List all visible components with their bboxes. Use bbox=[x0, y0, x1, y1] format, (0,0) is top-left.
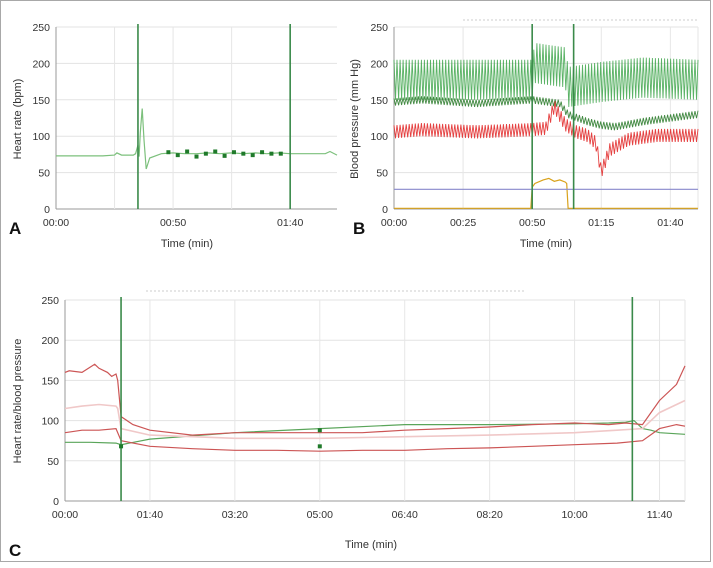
panel-b-y-tick-label: 150 bbox=[370, 95, 388, 107]
panel-a-markers bbox=[166, 149, 283, 159]
panel-b-y-tick-label: 250 bbox=[370, 22, 388, 34]
panel-c-y-tick-label: 50 bbox=[47, 456, 59, 468]
panel-a-marker-point bbox=[166, 150, 171, 155]
panel-a-marker-point bbox=[269, 151, 274, 156]
panel-a-y-tick-label: 200 bbox=[32, 58, 50, 70]
panel-a-series bbox=[56, 108, 338, 170]
panel-c-x-axis-title: Time (min) bbox=[345, 539, 397, 551]
panel-a-y-tick-label: 50 bbox=[38, 168, 50, 180]
panel-c-y-tick-label: 200 bbox=[41, 335, 59, 347]
panel-a-x-ticks: 00:00 00:50 01:40 bbox=[43, 217, 304, 229]
panel-b-series-flow bbox=[394, 177, 698, 209]
panel-c-x-tick-label: 03:20 bbox=[222, 509, 248, 521]
panel-b-series-systolic bbox=[393, 43, 699, 108]
panel-a-gridlines bbox=[55, 26, 337, 210]
panel-c-y-tick-label: 0 bbox=[53, 496, 59, 508]
panel-c-markers bbox=[119, 428, 322, 449]
panel-a-marker-point bbox=[241, 151, 246, 156]
panel-c-series-diastolic bbox=[64, 423, 686, 452]
panel-b-x-tick-label: 01:40 bbox=[657, 217, 683, 229]
panel-b-y-tick-label: 0 bbox=[382, 204, 388, 216]
panel-a-marker-point bbox=[250, 153, 255, 158]
panel-a-marker-point bbox=[185, 149, 190, 154]
panel-c-series-systolic bbox=[64, 363, 686, 436]
panel-a-y-tick-label: 0 bbox=[44, 204, 50, 216]
panel-c-x-ticks: 00:00 01:40 03:20 05:00 06:40 08:20 10:00 11:40 bbox=[52, 509, 673, 521]
panel-a-marker-point bbox=[213, 149, 218, 154]
panel-b-series-diastolic bbox=[393, 101, 699, 176]
panel-b-y-tick-label: 200 bbox=[370, 58, 388, 70]
panel-b-y-ticks: 0 50 100 150 200 250 bbox=[370, 22, 388, 216]
panel-a-y-ticks: 0 50 100 150 200 250 bbox=[32, 22, 50, 216]
panel-a-y-tick-label: 100 bbox=[32, 131, 50, 143]
panel-c: C Heart rate/blood pressure Time (min) 0… bbox=[9, 290, 686, 560]
panel-a-marker-point bbox=[194, 154, 199, 159]
panel-label-a: A bbox=[9, 219, 21, 238]
panel-c-marker-point bbox=[317, 444, 322, 449]
panel-c-series-heart-rate bbox=[65, 419, 686, 446]
panel-b-series-mean bbox=[393, 96, 699, 131]
panel-a-marker-point bbox=[231, 150, 236, 155]
panel-c-x-tick-label: 11:40 bbox=[647, 509, 673, 521]
panel-c-x-tick-label: 08:20 bbox=[477, 509, 503, 521]
panel-a-marker-point bbox=[203, 151, 208, 156]
panel-b-x-tick-label: 00:50 bbox=[519, 217, 545, 229]
panel-c-y-axis-title: Heart rate/blood pressure bbox=[12, 339, 24, 464]
panel-label-b: B bbox=[353, 219, 365, 238]
panel-c-x-tick-label: 00:00 bbox=[52, 509, 78, 521]
panel-a-series-heart-rate bbox=[56, 108, 338, 170]
panel-c-marker-point bbox=[317, 428, 322, 433]
panel-c-series-mean bbox=[64, 399, 686, 440]
panel-label-c: C bbox=[9, 541, 21, 560]
panel-a-x-tick-label: 00:50 bbox=[160, 217, 186, 229]
panel-c-series bbox=[64, 363, 686, 452]
panel-a-marker-point bbox=[222, 153, 227, 158]
panel-a-y-axis-title: Heart rate (bpm) bbox=[12, 79, 24, 160]
panel-b-y-tick-label: 50 bbox=[376, 168, 388, 180]
panel-b-x-tick-label: 00:00 bbox=[381, 217, 407, 229]
panel-c-x-tick-label: 05:00 bbox=[307, 509, 333, 521]
panel-b-events bbox=[531, 24, 575, 209]
panel-a-x-tick-label: 01:40 bbox=[277, 217, 303, 229]
panel-b-x-tick-label: 00:25 bbox=[450, 217, 476, 229]
panel-a-x-tick-label: 00:00 bbox=[43, 217, 69, 229]
panel-b-y-tick-label: 100 bbox=[370, 131, 388, 143]
panel-c-events bbox=[120, 297, 634, 501]
panel-c-x-tick-label: 10:00 bbox=[561, 509, 587, 521]
panel-b-series bbox=[393, 43, 699, 209]
panel-a-x-axis-title: Time (min) bbox=[161, 238, 213, 250]
panel-a-events bbox=[137, 24, 291, 209]
panel-c-gridlines bbox=[64, 299, 686, 502]
panel-c-y-tick-label: 100 bbox=[41, 416, 59, 428]
panel-b: B Blood pressure (mm Hg) Time (min) 0 50 1… bbox=[349, 19, 699, 250]
panel-c-x-tick-label: 01:40 bbox=[137, 509, 163, 521]
panel-a-marker-point bbox=[260, 150, 265, 155]
panel-c-y-tick-label: 150 bbox=[41, 375, 59, 387]
panel-a-y-tick-label: 150 bbox=[32, 95, 50, 107]
panel-a-marker-point bbox=[278, 151, 283, 156]
panel-b-x-tick-label: 01:15 bbox=[588, 217, 614, 229]
panel-b-x-ticks: 00:00 00:25 00:50 01:15 01:40 bbox=[381, 217, 684, 229]
panel-b-y-axis-title: Blood pressure (mm Hg) bbox=[349, 59, 361, 179]
panel-c-y-tick-label: 250 bbox=[41, 295, 59, 307]
panel-c-marker-point bbox=[119, 444, 124, 449]
panel-c-y-ticks: 0 50 100 150 200 250 bbox=[41, 295, 59, 508]
panel-b-x-axis-title: Time (min) bbox=[520, 238, 572, 250]
panel-c-x-tick-label: 06:40 bbox=[392, 509, 418, 521]
panel-a: A Heart rate (bpm) Time (min) 0 50 100 150 2… bbox=[9, 22, 338, 250]
panel-a-y-tick-label: 250 bbox=[32, 22, 50, 34]
panel-a-marker-point bbox=[175, 153, 180, 158]
